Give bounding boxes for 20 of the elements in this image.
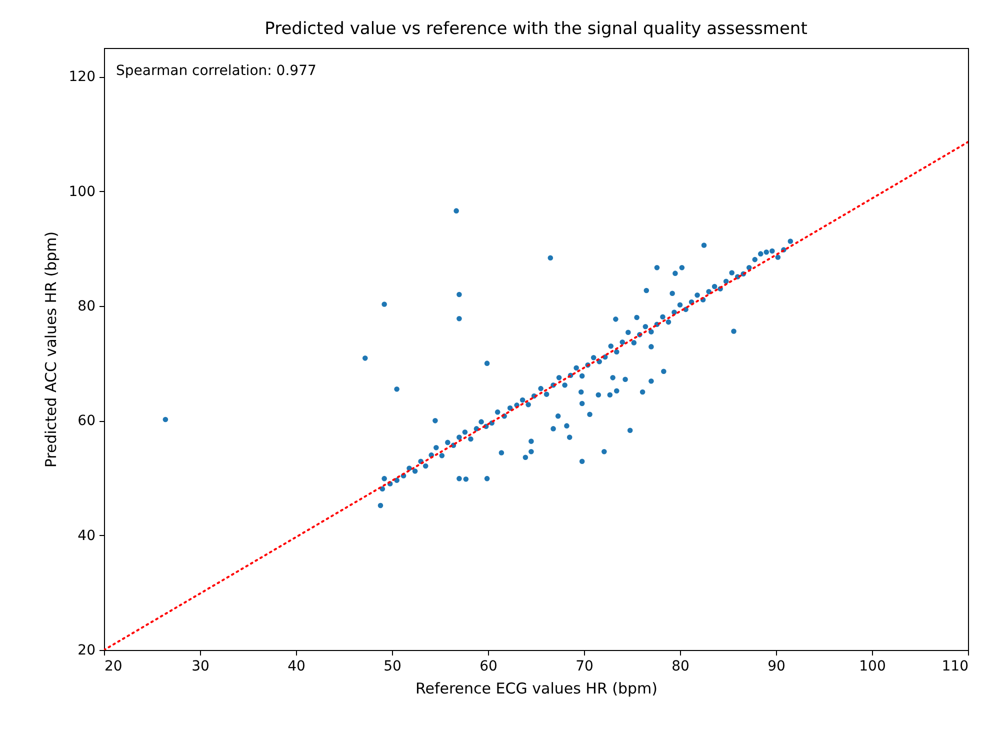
y-axis-title: Predicted ACC values HR (bpm) bbox=[42, 231, 60, 468]
y-tick-label: 120 bbox=[68, 69, 96, 86]
annotation: Spearman correlation: 0.977 bbox=[116, 63, 316, 79]
x-axis-title: Reference ECG values HR (bpm) bbox=[415, 680, 658, 698]
x-tick-label: 60 bbox=[480, 658, 498, 674]
x-tick-label: 100 bbox=[859, 658, 886, 674]
x-tick-label: 70 bbox=[576, 658, 594, 674]
x-tick-label: 90 bbox=[768, 658, 786, 674]
x-tick-label: 30 bbox=[192, 658, 210, 674]
x-tick-label: 40 bbox=[288, 658, 306, 674]
y-tick-label: 60 bbox=[78, 413, 96, 430]
y-tick-label: 80 bbox=[78, 298, 96, 314]
x-tick-label: 80 bbox=[672, 658, 690, 674]
chart-title: Predicted value vs reference with the signal quality assessment bbox=[264, 19, 808, 39]
y-tick-label: 20 bbox=[78, 642, 96, 658]
y-tick-label: 40 bbox=[78, 528, 96, 544]
x-tick-label: 20 bbox=[104, 658, 122, 674]
x-tick-label: 110 bbox=[942, 658, 968, 674]
x-tick-label: 50 bbox=[384, 658, 402, 674]
y-tick-label: 100 bbox=[68, 184, 96, 200]
